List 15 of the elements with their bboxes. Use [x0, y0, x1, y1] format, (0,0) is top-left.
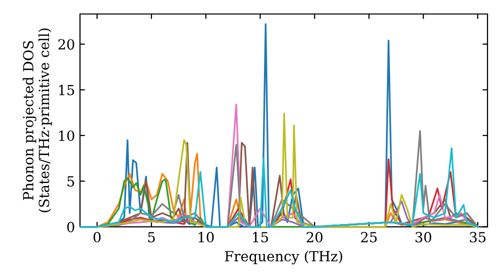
x-tick-label: 20 [306, 232, 322, 242]
x-tick-label: 5 [148, 232, 155, 242]
x-axis-title: Frequency (THz) [224, 250, 342, 264]
x-tick-label: 30 [416, 232, 432, 242]
x-tick-label: 25 [361, 232, 377, 242]
x-tick-label: 10 [198, 232, 214, 242]
y-tick-label: 10 [59, 130, 74, 141]
x-tick-label: 0 [94, 232, 101, 242]
y-axis-title: Phonon projected DOS (States/THz·primitive cell) [22, 28, 52, 212]
y-tick-label: 5 [67, 176, 74, 187]
y-tick-label: 0 [67, 222, 74, 232]
x-tick-label: 35 [470, 232, 486, 242]
y-tick-label: 15 [59, 84, 74, 96]
y-tick-label: 20 [58, 39, 74, 50]
x-tick-label: 15 [253, 232, 268, 242]
